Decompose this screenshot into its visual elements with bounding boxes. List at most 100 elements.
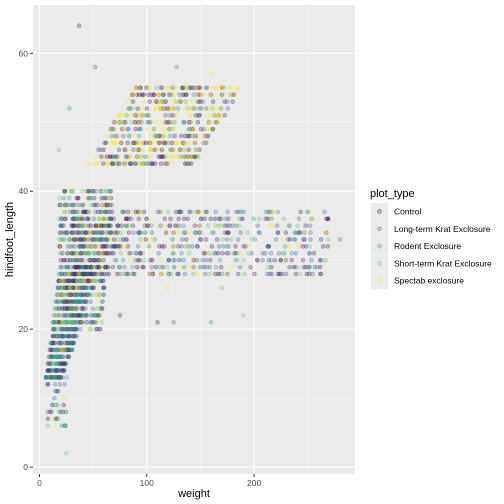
data-point	[87, 292, 93, 297]
data-point	[151, 92, 156, 97]
data-point	[93, 223, 99, 228]
data-point	[58, 237, 64, 242]
data-point	[67, 251, 72, 256]
data-point	[67, 313, 73, 318]
data-point	[268, 257, 274, 263]
data-point	[59, 306, 65, 311]
data-point	[206, 223, 211, 228]
data-point	[115, 237, 120, 242]
data-point	[48, 354, 54, 360]
data-point	[167, 223, 172, 228]
data-point	[68, 299, 74, 304]
data-point	[169, 161, 174, 166]
data-point	[70, 285, 76, 291]
data-point	[165, 161, 171, 166]
data-point	[112, 257, 117, 263]
data-point	[141, 237, 147, 242]
data-point	[81, 223, 87, 228]
data-point	[58, 230, 64, 235]
data-point	[127, 251, 132, 256]
data-point	[64, 278, 69, 284]
data-point	[64, 451, 69, 456]
data-point	[104, 154, 110, 159]
data-point	[242, 271, 247, 277]
data-point	[223, 223, 228, 228]
data-point	[61, 320, 67, 325]
data-point	[56, 292, 62, 297]
data-point	[91, 202, 97, 208]
data-point	[122, 264, 127, 270]
data-point	[68, 292, 74, 297]
data-point	[61, 333, 66, 339]
data-point	[57, 230, 62, 235]
data-point	[97, 278, 102, 284]
data-point	[187, 126, 192, 132]
data-point	[54, 375, 60, 380]
data-point	[99, 264, 104, 270]
data-point	[249, 251, 255, 256]
data-point	[67, 285, 73, 291]
data-point	[295, 264, 300, 270]
data-point	[241, 313, 246, 318]
data-point	[229, 85, 234, 91]
data-point	[55, 326, 61, 332]
data-point	[189, 85, 194, 91]
data-point	[65, 320, 70, 325]
data-point	[97, 216, 102, 222]
data-point	[64, 340, 70, 346]
data-point	[60, 299, 66, 304]
data-point	[65, 285, 70, 291]
data-point	[67, 237, 73, 242]
data-point	[61, 368, 67, 373]
data-point	[74, 292, 80, 297]
data-point	[65, 285, 71, 291]
data-point	[220, 237, 225, 242]
data-point	[235, 237, 241, 242]
data-point	[81, 278, 86, 284]
data-point	[54, 375, 59, 380]
data-point	[183, 161, 188, 166]
data-point	[73, 326, 78, 332]
data-point	[81, 285, 86, 291]
data-point	[76, 244, 82, 249]
data-point	[45, 361, 51, 366]
data-point	[98, 306, 103, 311]
data-point	[64, 285, 69, 291]
data-point	[80, 278, 85, 284]
data-point	[69, 313, 74, 318]
data-point	[120, 257, 126, 263]
data-point	[85, 264, 90, 270]
data-point	[57, 320, 63, 325]
data-point	[72, 271, 78, 277]
data-point	[144, 106, 150, 111]
data-point	[79, 223, 85, 228]
data-point	[116, 147, 122, 153]
data-point	[72, 278, 77, 284]
data-point	[69, 237, 75, 242]
data-point	[255, 223, 260, 228]
data-point	[56, 306, 62, 311]
data-point	[86, 244, 91, 249]
data-point	[91, 278, 96, 284]
data-point	[89, 285, 95, 291]
data-point	[87, 271, 93, 277]
data-point	[90, 230, 95, 235]
data-point	[175, 106, 181, 111]
data-point	[133, 126, 138, 132]
data-point	[96, 147, 101, 153]
data-point	[80, 278, 85, 284]
data-point	[66, 271, 72, 277]
data-point	[82, 251, 87, 256]
data-point	[275, 230, 281, 235]
data-point	[74, 278, 80, 284]
data-point	[68, 285, 73, 291]
data-point	[287, 223, 292, 228]
data-point	[84, 285, 90, 291]
data-point	[82, 299, 87, 304]
data-point	[60, 347, 65, 353]
data-point	[160, 126, 165, 132]
data-point	[208, 257, 213, 263]
data-point	[174, 209, 179, 215]
data-point	[269, 271, 274, 277]
data-point	[214, 237, 220, 242]
